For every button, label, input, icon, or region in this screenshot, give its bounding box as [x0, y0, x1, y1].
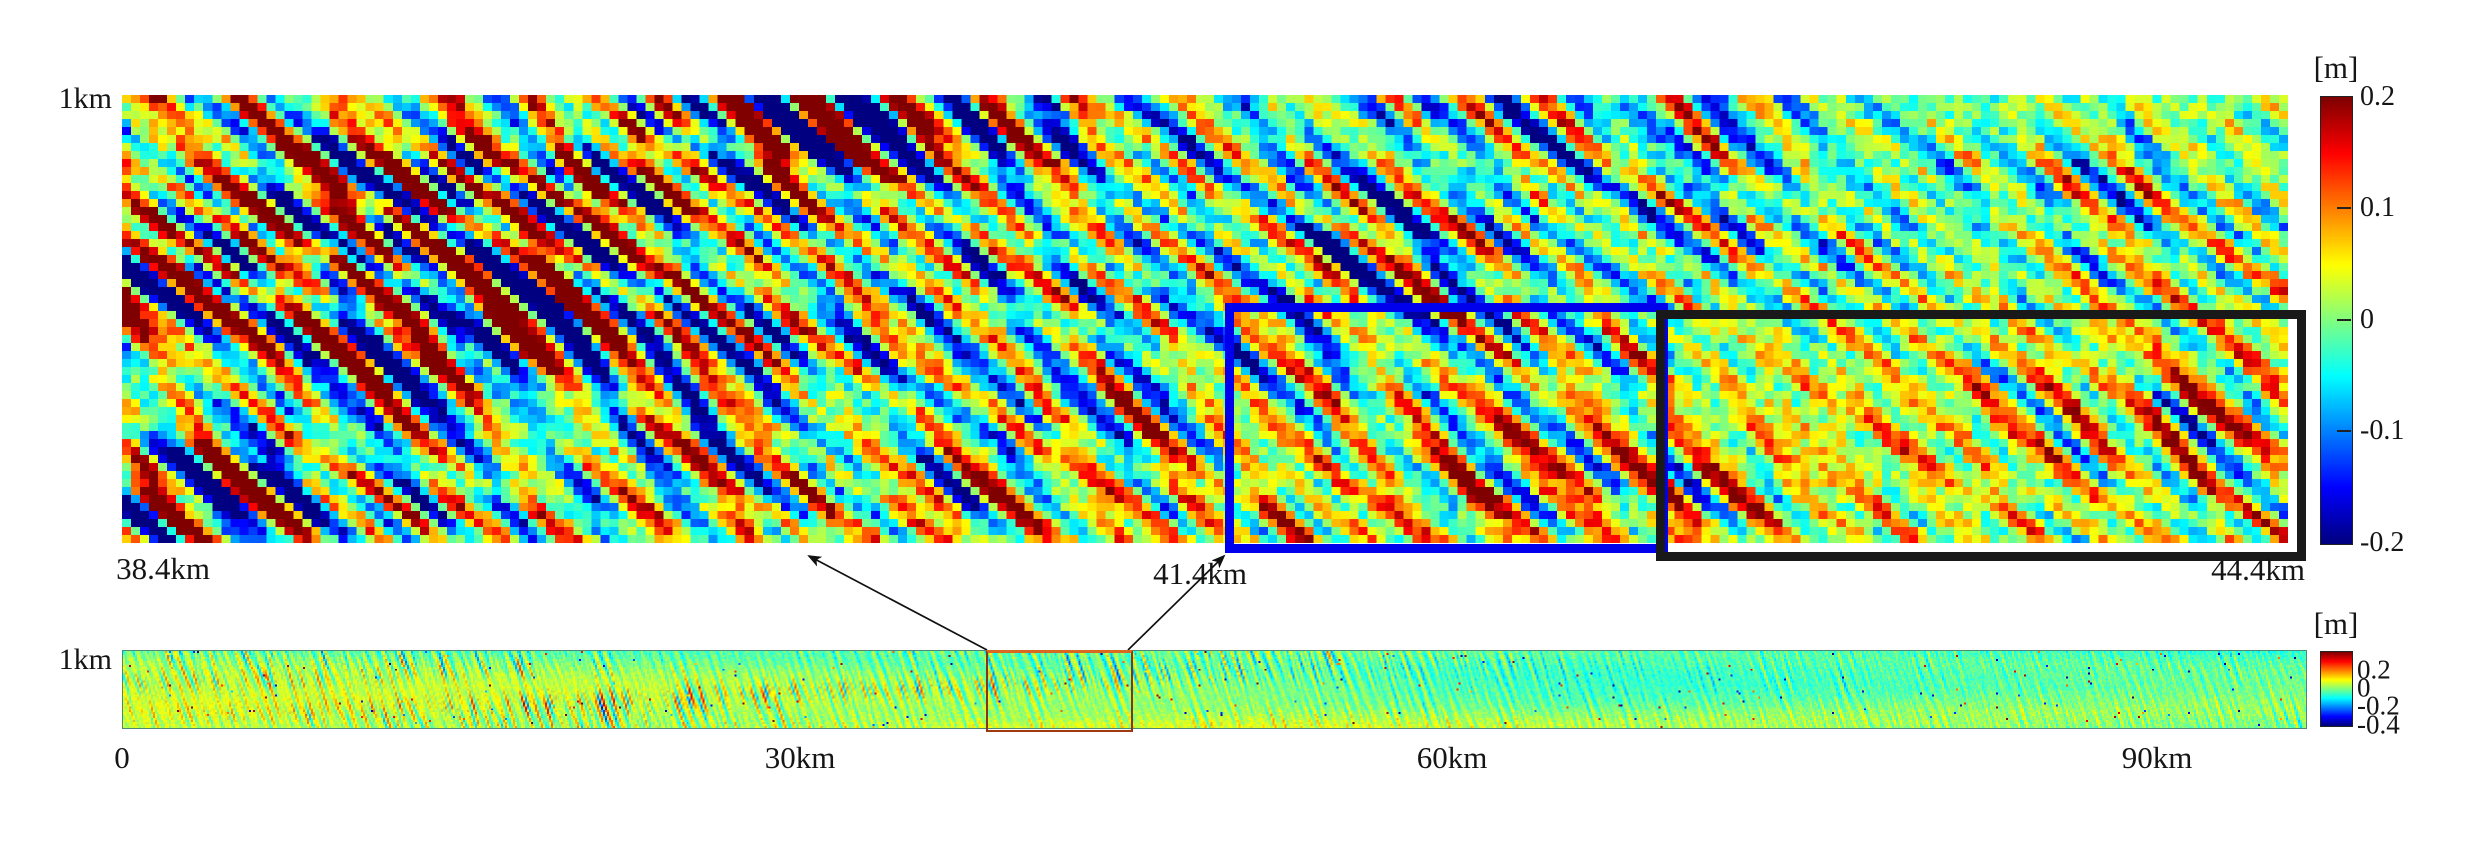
zoom-colorbar-tick-0.2: 0.2	[2360, 81, 2395, 112]
highlight-box-blue	[1225, 303, 1668, 553]
zoom-colorbar-tick-0.1: 0.1	[2360, 192, 2395, 223]
overview-colorbar-tick-neg0.4: -0.4	[2357, 709, 2400, 740]
overview-heatmap	[122, 650, 2307, 729]
zoom-x-tick-38.4km: 38.4km	[116, 551, 210, 586]
left-connector-arrow	[807, 555, 988, 651]
overview-colorbar-tick-neg0.2: -0.2	[2357, 690, 2400, 721]
overview-x-tick-30km: 30km	[764, 740, 836, 775]
zoom-heatmap	[122, 95, 2288, 543]
zoom-panel-y-axis-label: 1km	[58, 82, 112, 115]
zoom-colorbar-tick-neg0.2: -0.2	[2360, 527, 2405, 558]
overview-colorbar-tick-0: 0	[2357, 672, 2371, 703]
zoom-colorbar-tick-neg0.1: -0.1	[2360, 415, 2405, 446]
zoom-colorbar-tick-mark	[2337, 430, 2351, 432]
zoom-window-outline	[986, 650, 1133, 732]
zoom-colorbar-tick-mark	[2337, 319, 2351, 321]
overview-x-tick-90km: 90km	[2121, 740, 2193, 775]
overview-colorbar-title: [m]	[2313, 606, 2359, 641]
overview-x-tick-60km: 60km	[1416, 740, 1488, 775]
overview-colorbar-tick-0.2: 0.2	[2357, 654, 2391, 685]
overview-x-tick-0: 0	[114, 740, 130, 775]
zoom-x-tick-41.4km: 41.4km	[1153, 556, 1247, 591]
zoom-colorbar-tick-0: 0	[2360, 304, 2374, 335]
zoom-colorbar-title: [m]	[2313, 50, 2359, 85]
highlight-box-black	[1656, 310, 2306, 561]
zoom-x-tick-44.4km: 44.4km	[2211, 552, 2305, 587]
zoom-colorbar-tick-mark	[2337, 207, 2351, 209]
overview-panel-y-axis-label: 1km	[58, 643, 112, 676]
overview-colorbar	[2320, 651, 2353, 727]
